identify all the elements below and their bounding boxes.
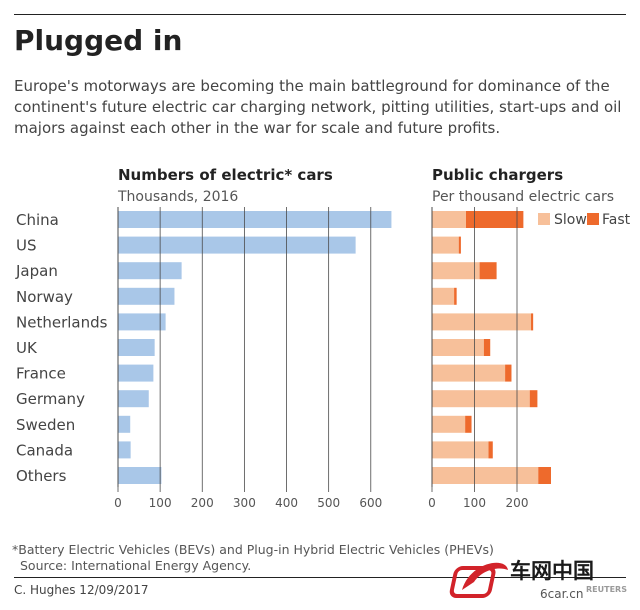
category-label: France: [16, 365, 66, 383]
slow-bar: [432, 415, 466, 433]
watermark-logo: 车网中国 6car.cn REUTERS: [449, 559, 627, 601]
ev-tick-label: 300: [233, 496, 256, 510]
fast-bar: [488, 441, 493, 459]
fast-bar: [538, 467, 551, 484]
deck-text: Europe's motorways are becoming the main…: [14, 77, 622, 137]
chart-chargers-subtitle: Per thousand electric cars: [432, 189, 614, 205]
footnote-source: Source: International Energy Agency.: [20, 558, 252, 573]
category-label: Sweden: [16, 416, 75, 434]
fast-bar: [483, 339, 491, 356]
ev-bar: [118, 390, 149, 408]
top-rule: [14, 14, 626, 15]
headline: Plugged in: [14, 24, 183, 57]
watermark-brand-text: 车网中国: [510, 559, 594, 583]
fast-bar: [466, 211, 524, 228]
category-label: US: [16, 237, 37, 255]
ev-tick-label: 0: [114, 496, 122, 510]
footnote-definition: *Battery Electric Vehicles (BEVs) and Pl…: [12, 542, 494, 557]
watermark-agency-text: REUTERS: [586, 585, 627, 594]
chart-chargers-title: Public chargers: [432, 166, 563, 184]
slow-bar: [432, 364, 506, 382]
legend-slow-label: Slow: [554, 212, 587, 228]
chargers-tick-label: 0: [428, 496, 436, 510]
ev-bar: [118, 467, 162, 484]
category-label: Germany: [16, 390, 85, 408]
ev-tick-label: 400: [275, 496, 298, 510]
footer-rule: [14, 577, 626, 578]
fast-bar: [529, 390, 538, 408]
legend-fast-label: Fast: [602, 212, 631, 228]
fast-bar: [465, 415, 472, 433]
ev-bar: [118, 236, 356, 254]
ev-bar: [118, 262, 182, 280]
ev-bar: [118, 415, 131, 433]
chargers-tick-label: 100: [463, 496, 486, 510]
charts: Numbers of electric* cars Thousands, 2016…: [15, 166, 631, 510]
chart-ev-title: Numbers of electric* cars: [118, 166, 333, 184]
category-label: Norway: [16, 288, 73, 306]
ev-tick-label: 200: [191, 496, 214, 510]
fast-bar: [454, 287, 457, 305]
slow-bar: [432, 313, 532, 331]
legend-fast-swatch: [587, 213, 599, 225]
ev-bar: [118, 287, 175, 305]
ev-bar: [118, 441, 131, 459]
fast-bar: [531, 313, 534, 331]
slow-bar: [432, 211, 466, 228]
slow-bar: [432, 390, 530, 408]
ev-tick-label: 600: [359, 496, 382, 510]
category-label: Canada: [16, 441, 73, 459]
logo-mark-icon: [449, 566, 496, 598]
ev-bar: [118, 211, 392, 228]
ev-bar: [118, 364, 154, 382]
ev-tick-label: 100: [149, 496, 172, 510]
slow-bar: [432, 467, 539, 484]
fast-bar: [505, 364, 512, 382]
slow-bar: [432, 262, 480, 280]
category-label: Others: [16, 467, 67, 485]
slow-bar: [432, 236, 459, 254]
fast-bar: [458, 236, 461, 254]
fast-bar: [479, 262, 497, 280]
credit: C. Hughes 12/09/2017: [14, 583, 149, 597]
category-label: UK: [16, 339, 38, 357]
slow-bar: [432, 287, 455, 305]
chargers-tick-label: 200: [506, 496, 529, 510]
category-label: Japan: [15, 262, 58, 280]
watermark-site-text: 6car.cn: [540, 587, 583, 601]
slow-bar: [432, 441, 489, 459]
slow-bar: [432, 339, 484, 356]
ev-tick-label: 500: [317, 496, 340, 510]
ev-bar: [118, 339, 155, 356]
legend-slow-swatch: [538, 213, 550, 225]
footnote: *Battery Electric Vehicles (BEVs) and Pl…: [12, 542, 494, 574]
category-label: China: [16, 211, 59, 229]
chart-ev-subtitle: Thousands, 2016: [117, 189, 238, 205]
category-label: Netherlands: [16, 313, 108, 331]
ev-bar: [118, 313, 166, 331]
